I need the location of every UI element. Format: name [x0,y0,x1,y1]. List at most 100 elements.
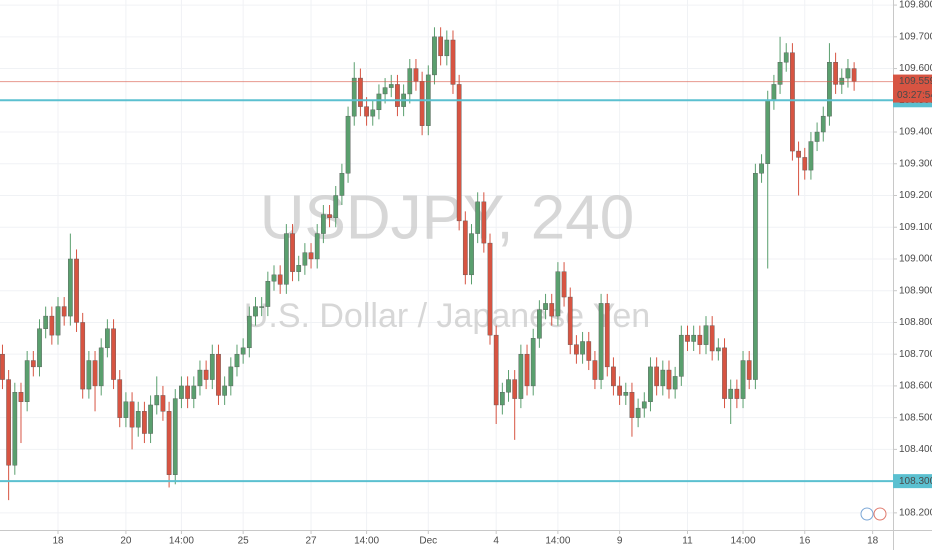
watermark-subtitle: U.S. Dollar / Japanese Yen [244,297,650,335]
candle-body [592,360,598,380]
candle-body [703,325,709,345]
candle-body [179,385,184,399]
candle-body [12,392,18,466]
y-tick-label: 109.300 [899,158,932,169]
candle-body [271,274,277,282]
candle-body [259,306,265,308]
x-tick-label: 4 [493,536,499,547]
candle-body [561,271,567,298]
candle-body [833,62,838,85]
x-tick-label: 20 [120,536,132,547]
candle-body [567,296,573,345]
candle-body [530,338,536,387]
candle-body [277,274,283,285]
y-tick-label: 108.700 [899,349,932,360]
candle-body [30,360,36,368]
candle-body [345,115,351,174]
candle-body [0,353,5,380]
candle-body [413,68,419,82]
candle-body [43,315,49,329]
candle-body [512,379,518,399]
candle-body [580,341,585,355]
candle-body [123,401,129,418]
candle-body [302,252,308,266]
x-tick-label: 11 [682,536,693,547]
candle-body [481,201,487,244]
price-label-box [893,474,932,489]
candle-body [327,214,332,218]
candle-body [67,258,73,317]
candle-body [740,360,746,399]
candle-body [827,62,832,117]
candle-body [290,233,295,272]
x-tick-label: 16 [799,536,811,547]
candle-body [722,347,727,399]
candle-body [172,398,178,475]
candle-body [790,52,795,152]
x-tick-label: 25 [238,536,250,547]
x-tick-label: 18 [52,536,64,547]
candle-body [543,303,548,310]
x-tick-label: 9 [617,536,623,547]
candle-body [715,347,721,352]
candle-body [209,353,215,380]
candle-body [697,334,703,345]
candle-body [321,214,326,234]
candle-body [641,401,647,409]
y-tick-label: 108.500 [899,412,932,423]
candle-body [648,366,653,402]
candle-body [370,109,376,117]
candle-body [111,328,116,380]
candle-body [450,39,456,85]
candle-body [339,173,345,196]
candle-body [203,369,209,380]
icon-circle [860,507,874,521]
candle-body [469,233,474,276]
candle-body [623,392,629,396]
candle-body [49,315,55,336]
candle-body [444,39,450,57]
candle-body [685,334,690,342]
candle-body [86,360,92,390]
candle-body [117,379,123,418]
candle-body [808,141,814,171]
icon-circle [873,507,887,521]
candles [0,27,857,501]
candle-body [462,220,468,276]
y-tick-label: 109.800 [899,0,932,11]
candle-body [851,68,857,82]
candle-body [228,366,234,387]
candle-body [296,265,302,272]
x-tick-label: 18 [867,536,879,547]
candle-body [216,353,221,396]
candle-body [518,353,524,399]
candle-body [506,379,511,393]
candle-body [783,52,789,63]
candle-body [80,322,86,390]
candle-body [654,366,659,387]
candle-body [105,328,110,349]
y-tick-label: 108.400 [899,444,932,455]
candle-body [308,252,314,260]
candle-body [395,84,400,107]
x-tick-label: 14:00 [354,536,379,547]
indicator-icon[interactable] [860,507,887,521]
candle-body [753,173,758,380]
candle-body [142,411,147,434]
candle-body [660,369,666,387]
candle-body [629,392,635,418]
candle-body [283,233,289,285]
candle-body [771,84,777,101]
last-price-label: 109.559 [899,76,932,87]
candle-body [555,271,561,317]
candle-body [820,115,826,133]
candle-body [98,347,104,387]
candle-body [456,84,462,222]
candle-body [185,385,190,399]
candle-body [499,392,505,406]
candle-body [678,334,684,377]
y-tick-label: 109.600 [899,63,932,74]
x-tick-label: 14:00 [731,536,756,547]
candle-body [234,353,240,368]
